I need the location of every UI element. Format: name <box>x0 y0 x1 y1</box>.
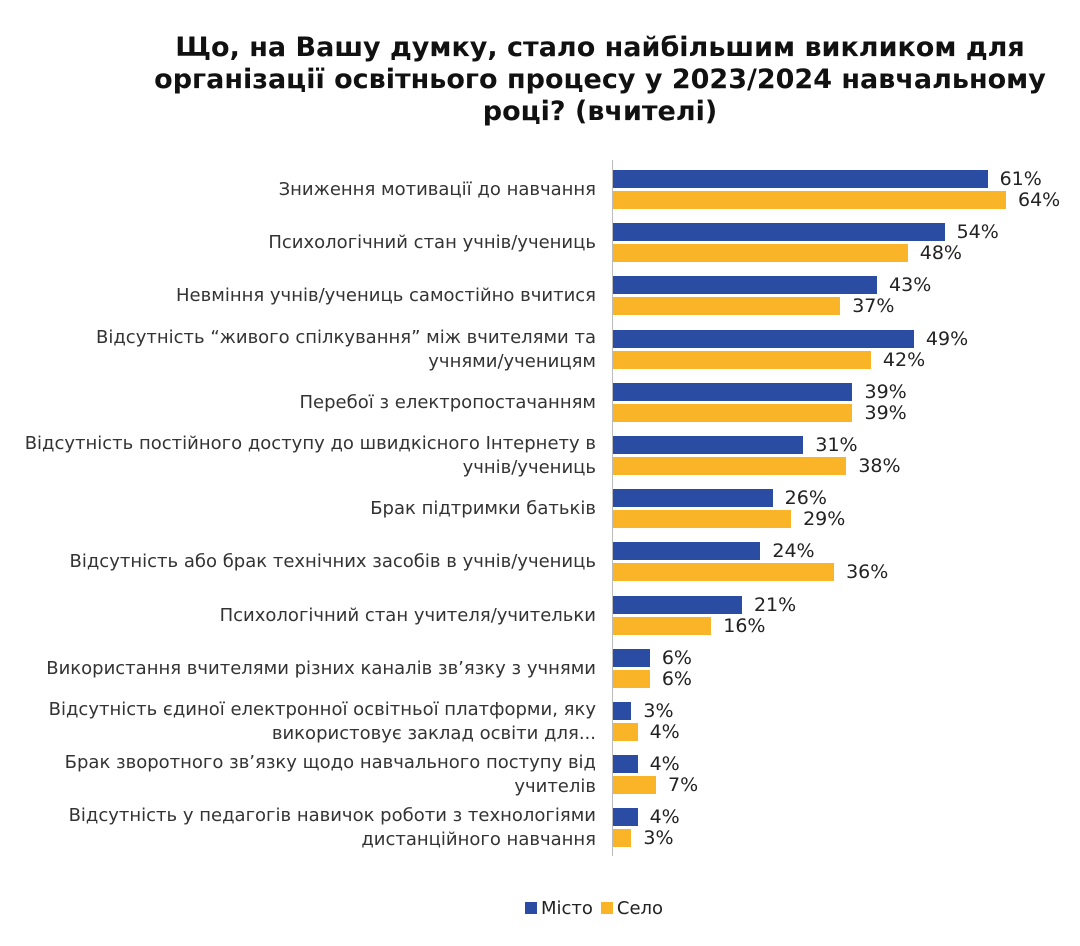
value-label: 3% <box>643 700 674 722</box>
category-label: Психологічний стан учителя/учительки <box>219 604 596 626</box>
legend-label: Село <box>616 898 664 919</box>
category-label: Відсутність “живого спілкування” між вчи… <box>96 326 596 372</box>
value-label: 16% <box>723 614 766 637</box>
value-label: 39% <box>864 380 907 403</box>
bar <box>613 244 908 263</box>
bar <box>613 350 871 369</box>
bar <box>613 489 773 508</box>
legend-label: Місто <box>540 898 593 919</box>
value-label: 7% <box>667 774 699 797</box>
value-label: 48% <box>919 242 962 265</box>
category-label: Психологічний стан учнів/учениць <box>268 232 596 254</box>
bar <box>613 297 841 316</box>
bar <box>613 829 632 848</box>
bar <box>613 616 712 635</box>
bar <box>613 723 638 741</box>
value-label: 24% <box>772 540 815 563</box>
bar <box>613 563 835 582</box>
category-label: Відсутність єдиної електронної освітньої… <box>48 699 596 744</box>
category-label: Брак підтримки батьків <box>370 498 596 520</box>
value-label: 6% <box>661 646 692 669</box>
value-label: 36% <box>846 561 889 584</box>
bar <box>613 457 847 475</box>
category-label: Брак зворотного зв’язку щодо навчального… <box>64 752 596 798</box>
bar <box>613 223 945 242</box>
value-label: 21% <box>753 593 797 616</box>
legend: Місто Село <box>0 898 1080 919</box>
bar <box>613 808 638 827</box>
category-label: Відсутність у педагогів навичок роботи з… <box>68 805 596 851</box>
bar <box>613 436 804 454</box>
bar <box>613 702 632 720</box>
value-label: 37% <box>852 295 895 318</box>
value-label: 4% <box>649 753 680 776</box>
bar <box>613 648 650 667</box>
legend-swatch <box>600 902 613 914</box>
value-label: 64% <box>1018 189 1061 211</box>
bar <box>613 276 878 295</box>
value-label: 3% <box>643 827 674 850</box>
value-label: 4% <box>649 721 680 743</box>
bar <box>613 170 988 188</box>
bar <box>613 669 650 688</box>
value-label: 39% <box>864 401 907 424</box>
bar <box>613 510 792 529</box>
value-label: 6% <box>661 667 692 690</box>
category-label: Перебої з електропостачанням <box>299 391 597 413</box>
bar <box>613 542 761 561</box>
bar <box>613 329 914 348</box>
value-label: 4% <box>649 806 680 829</box>
axis-line <box>612 160 613 856</box>
value-label: 31% <box>815 434 858 456</box>
value-label: 29% <box>803 508 846 531</box>
bar <box>613 403 853 422</box>
bar <box>613 755 638 774</box>
value-label: 54% <box>956 221 999 244</box>
value-label: 49% <box>925 327 969 350</box>
category-label: Відсутність постійного доступу до швидкі… <box>24 433 596 478</box>
category-label: Зниження мотивації до навчання <box>278 179 596 200</box>
category-label: Відсутність або брак технічних засобів в… <box>69 551 596 573</box>
category-label: Невміння учнів/учениць самостійно вчитис… <box>176 285 596 307</box>
chart-title: Що, на Вашу думку, стало найбільшим викл… <box>154 32 1046 127</box>
bar <box>613 776 656 795</box>
bar <box>613 382 853 401</box>
legend-swatch <box>524 902 537 914</box>
bar <box>613 191 1006 209</box>
value-label: 26% <box>784 487 827 510</box>
value-label: 38% <box>858 455 901 477</box>
value-label: 43% <box>889 274 932 297</box>
value-label: 42% <box>882 348 926 371</box>
category-label: Використання вчителями різних каналів зв… <box>46 657 596 679</box>
value-label: 61% <box>999 168 1042 190</box>
bar <box>613 595 742 614</box>
